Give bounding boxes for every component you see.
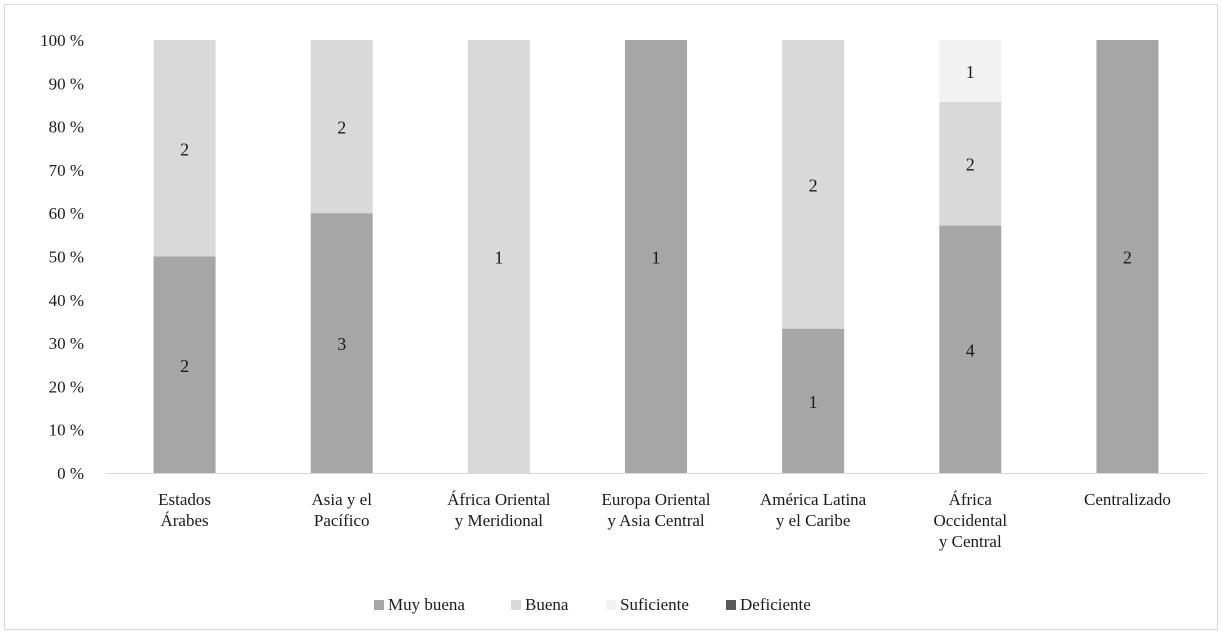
legend-label: Deficiente <box>740 595 811 614</box>
y-tick-label: 60 % <box>49 204 84 223</box>
bar-segment <box>153 256 216 473</box>
y-tick-label: 0 % <box>57 464 84 483</box>
data-label: 4 <box>966 340 975 360</box>
data-label: 2 <box>337 118 346 138</box>
y-tick-label: 10 % <box>49 421 84 440</box>
y-tick-label: 50 % <box>49 248 84 267</box>
bar-segment <box>1096 40 1159 473</box>
x-category-label: Europa Oriental <box>601 490 710 509</box>
legend-label: Buena <box>525 595 569 614</box>
legend-swatch <box>606 600 616 610</box>
x-category-label: África Oriental <box>447 490 551 509</box>
data-label: 1 <box>809 392 818 412</box>
bar-segment <box>625 40 687 473</box>
bar-segment <box>153 40 216 257</box>
x-axis: Estados Árabes Asia y el Pacífico África Ori… <box>106 473 1206 551</box>
legend-swatch <box>374 600 384 610</box>
data-label: 3 <box>337 334 346 354</box>
data-label: 2 <box>966 155 975 175</box>
x-category-label: Asia y el <box>311 490 372 509</box>
bar-segment <box>939 225 1002 473</box>
data-label: 1 <box>494 248 503 268</box>
x-category-label: Estados <box>158 490 211 509</box>
bar-segment <box>939 101 1002 226</box>
x-category-label: y Asia Central <box>607 511 705 530</box>
y-tick-label: 40 % <box>49 291 84 310</box>
y-tick-label: 70 % <box>49 161 84 180</box>
y-axis: 0 % 10 % 20 % 30 % 40 % 50 % 60 % 70 % 80 % 90 % 1… <box>40 31 84 483</box>
x-category-label: y Meridional <box>455 511 544 530</box>
bars-group: 2 2 3 2 1 1 1 2 4 2 1 2 <box>153 40 1159 473</box>
y-tick-label: 90 % <box>49 74 84 93</box>
x-category-label: Árabes <box>160 511 208 530</box>
x-category-label: y Central <box>939 532 1002 551</box>
x-category-label: Pacífico <box>314 511 370 530</box>
x-category-label: África <box>949 490 993 509</box>
bar-segment <box>467 40 530 473</box>
y-tick-label: 80 % <box>49 118 84 137</box>
data-label: 2 <box>180 139 189 159</box>
data-label: 1 <box>966 62 975 82</box>
bar-segment <box>310 213 373 473</box>
legend-swatch <box>511 600 521 610</box>
y-tick-label: 30 % <box>49 334 84 353</box>
bar-segment <box>782 40 845 329</box>
legend: Muy buena Buena Suficiente Deficiente <box>374 595 811 614</box>
x-category-label: Centralizado <box>1084 490 1171 509</box>
bar-segment <box>782 328 845 473</box>
y-tick-label: 100 % <box>40 31 84 50</box>
data-label: 2 <box>180 356 189 376</box>
data-label: 2 <box>809 175 818 195</box>
data-label: 2 <box>1123 248 1132 268</box>
x-category-label: y el Caribe <box>776 511 851 530</box>
y-tick-label: 20 % <box>49 377 84 396</box>
legend-label: Suficiente <box>620 595 689 614</box>
data-label: 1 <box>652 248 661 268</box>
bar-segment <box>310 40 373 214</box>
legend-swatch <box>726 600 736 610</box>
x-category-label: Occidental <box>933 511 1007 530</box>
x-category-label: América Latina <box>760 490 867 509</box>
legend-label: Muy buena <box>388 595 465 614</box>
bar-segment <box>939 40 1002 102</box>
